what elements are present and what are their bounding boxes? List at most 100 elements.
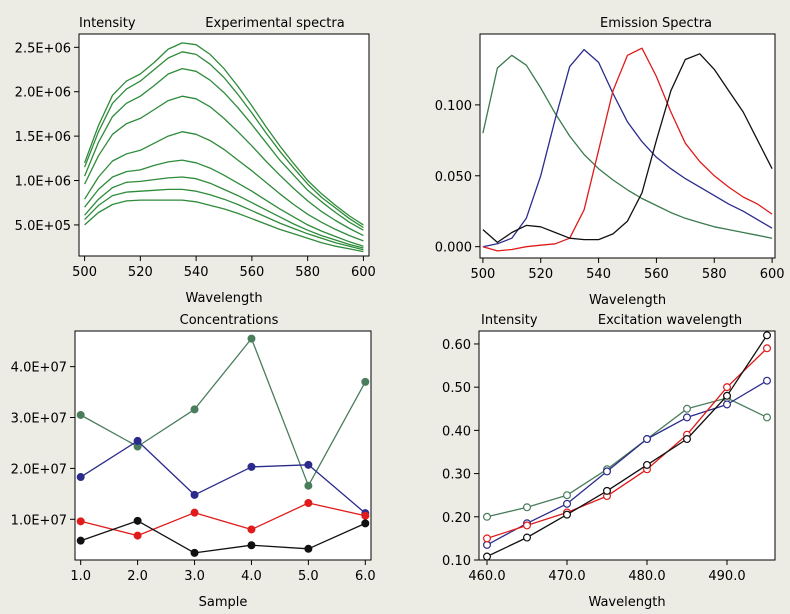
y-axis-label: Intensity [481,313,538,328]
x-axis-label: Wavelength [589,293,666,308]
x-tick-label: 460.0 [468,569,505,584]
excitation-wavelength-panel: Excitation wavelength Intensity Wavelength… [442,313,776,610]
data-point [247,525,256,534]
x-tick-label: 580 [702,267,727,282]
data-point [682,435,691,444]
plot-area [74,330,372,561]
data-point [304,499,313,508]
series-line-4 [84,95,364,237]
x-tick-label: 1.0 [70,569,91,584]
data-point [247,334,256,343]
data-point [304,544,313,553]
y-tick-label: 0.100 [435,99,472,114]
series-line-7 [84,176,364,249]
data-point [361,519,370,528]
x-tick-label: 3.0 [184,569,205,584]
series-line-2 [482,48,773,248]
emission-spectra-panel: Emission Spectra Wavelength 500 520 540 560 58… [435,16,785,308]
data-point [133,516,142,525]
x-axis-label: Wavelength [185,291,262,306]
plot-area [479,33,776,259]
x-tick-label: 490.0 [708,569,745,584]
data-point [682,404,691,413]
y-tick-label: 2.0E+06 [15,86,71,101]
plot-area [78,33,370,257]
series-line-3 [83,67,364,231]
x-tick-label: 500 [72,265,97,280]
x-tick-label: 480.0 [628,569,665,584]
series-line-5 [84,131,364,242]
data-point [642,460,651,469]
data-point [190,405,199,414]
y-tick-label: 1.0E+07 [11,513,67,528]
data-point [247,462,256,471]
y-tick-label: 0.000 [435,241,472,256]
data-point [522,503,531,512]
series-line-1 [83,42,364,226]
series-line-3 [80,502,366,537]
data-point [722,383,731,392]
data-point [562,491,571,500]
data-point [361,511,370,520]
y-tick-label: 0.30 [442,468,471,483]
x-tick-label: 600 [760,267,785,282]
x-tick-label: 540 [184,265,209,280]
series-line-3 [486,347,768,540]
x-tick-label: 6.0 [355,569,376,584]
x-axis-label: Wavelength [588,595,665,610]
series-line-4 [80,520,366,554]
y-tick-label: 4.0E+07 [11,361,67,376]
data-point [133,436,142,445]
data-point [483,512,492,521]
data-point [642,435,651,444]
data-point [682,413,691,422]
data-point [190,508,199,517]
data-point [361,377,370,386]
x-tick-label: 560 [239,265,264,280]
data-point [522,533,531,542]
series-line-6 [84,159,364,247]
chart-title: Concentrations [180,313,279,328]
experimental-spectra-panel: Experimental spectra Intensity Wavelength 5… [15,16,376,306]
data-point [304,481,313,490]
data-point [762,413,771,422]
data-point [483,552,492,561]
x-tick-label: 540 [586,267,611,282]
data-point [76,410,85,419]
y-axis-label: Intensity [79,16,136,31]
x-tick-label: 520 [128,265,153,280]
x-axis-label: Sample [199,595,248,610]
x-tick-label: 2.0 [127,569,148,584]
chart-title: Excitation wavelength [598,313,742,328]
x-tick-label: 470.0 [548,569,585,584]
data-point [76,473,85,482]
series-line-2 [486,380,768,546]
data-point [562,499,571,508]
data-point [247,541,256,550]
concentrations-panel: Concentrations Sample 1.0 2.0 3.0 4.0 5.0 6.0 1.… [11,313,376,610]
series-line-8 [84,188,364,251]
series-line-2 [83,51,364,229]
x-tick-label: 520 [528,267,553,282]
data-point [762,331,771,340]
y-tick-label: 2.5E+06 [15,41,71,56]
y-tick-label: 0.50 [442,381,471,396]
y-tick-label: 0.20 [442,511,471,526]
data-point [483,540,492,549]
y-tick-label: 1.0E+06 [15,175,71,190]
series-line-9 [84,199,364,253]
x-tick-label: 500 [470,267,495,282]
data-point [562,510,571,519]
data-point [762,376,771,385]
x-tick-label: 4.0 [241,569,262,584]
data-point [133,531,142,540]
series-line-4 [486,334,768,558]
data-point [602,486,611,495]
x-tick-label: 580 [295,265,320,280]
y-tick-label: 3.0E+07 [11,412,67,427]
series-line-1 [486,397,768,518]
chart-title: Emission Spectra [600,16,712,31]
data-point [602,467,611,476]
data-point [722,400,731,409]
